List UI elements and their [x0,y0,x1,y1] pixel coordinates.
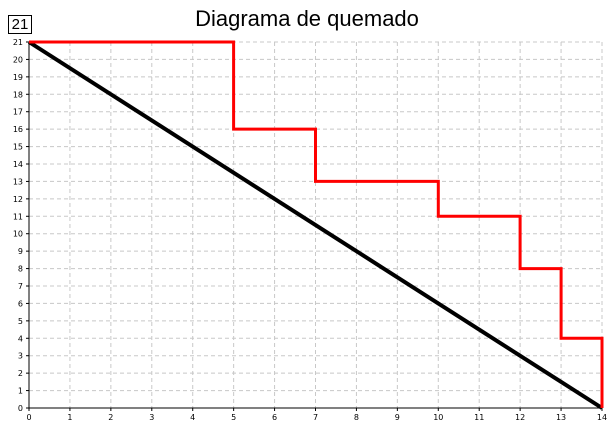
y-tick-label: 13 [13,177,23,186]
y-tick-label: 14 [13,160,23,169]
y-tick-label: 5 [18,317,23,326]
x-tick-label: 11 [474,413,484,422]
y-tick-label: 15 [13,143,23,152]
x-tick-label: 8 [354,413,359,422]
x-tick-label: 6 [272,413,277,422]
x-tick-label: 1 [67,413,72,422]
y-tick-label: 3 [18,352,23,361]
y-tick-label: 11 [13,212,23,221]
x-tick-label: 12 [515,413,525,422]
actual-burndown-line [29,40,604,408]
x-tick-label: 2 [108,413,113,422]
y-tick-label: 20 [13,55,23,64]
y-tick-label: 1 [18,387,23,396]
tick-labels: 0 1 2 3 4 5 6 7 8 9 10 11 12 13 1401234567891011121314… [13,38,607,422]
current-value-badge: 21 [8,15,32,34]
chart-title: Diagrama de quemado [195,6,419,31]
y-tick-label: 16 [13,125,23,134]
y-tick-label: 7 [18,282,23,291]
y-tick-label: 4 [18,334,23,343]
y-tick-label: 6 [18,299,23,308]
x-tick-label: 5 [231,413,236,422]
y-tick-label: 12 [13,195,23,204]
y-tick-label: 18 [13,90,23,99]
x-tick-label: 3 [149,413,154,422]
series-lines [27,40,604,410]
x-tick-label: 13 [556,413,566,422]
x-tick-label: 0 [26,413,31,422]
y-tick-label: 2 [18,369,23,378]
y-tick-label: 8 [18,265,23,274]
y-tick-label: 19 [13,73,23,82]
y-tick-label: 17 [13,108,23,117]
x-tick-label: 10 [433,413,443,422]
ideal-burndown-line [27,40,604,410]
y-tick-label: 10 [13,230,23,239]
x-tick-label: 9 [395,413,400,422]
x-tick-label: 14 [597,413,607,422]
y-tick-label: 9 [18,247,23,256]
y-tick-label: 21 [13,38,23,47]
axes [26,41,603,411]
x-tick-label: 4 [190,413,195,422]
x-tick-label: 7 [313,413,318,422]
y-tick-label: 0 [18,404,23,413]
